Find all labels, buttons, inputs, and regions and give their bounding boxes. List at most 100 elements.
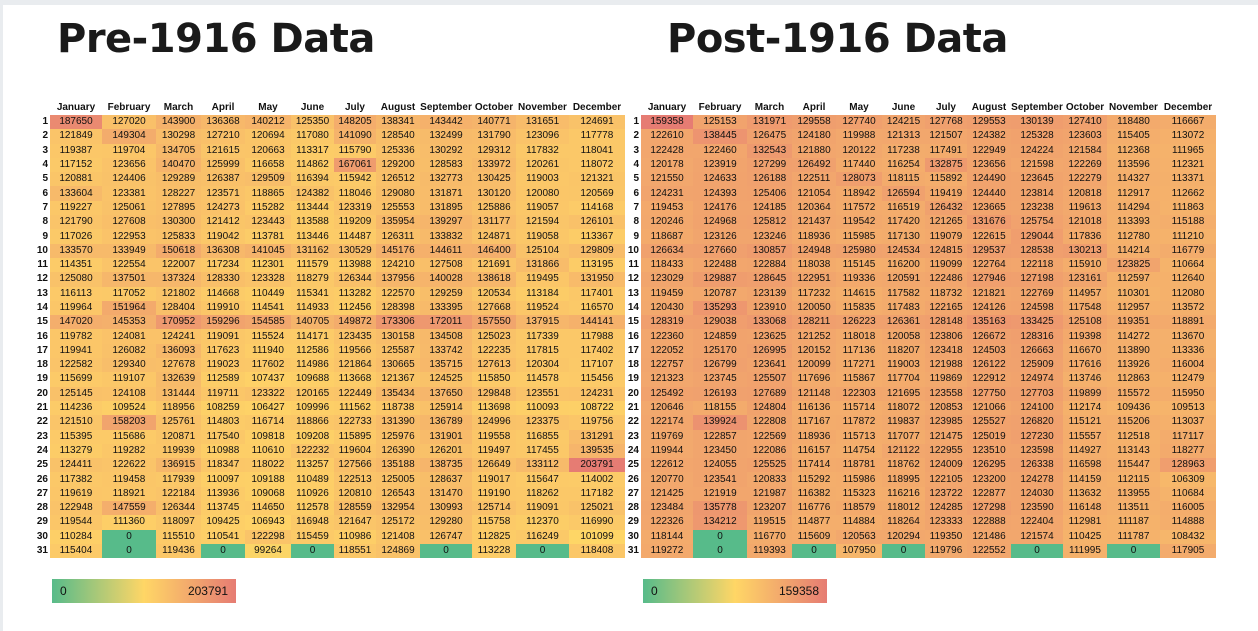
column-header-may: May xyxy=(258,101,278,113)
heatmap-cell: 119544 xyxy=(50,515,102,530)
heatmap-cell: 127198 xyxy=(1011,272,1063,287)
heatmap-cell: 108432 xyxy=(1160,529,1216,544)
heatmap-cell: 125754 xyxy=(1011,215,1063,230)
table-row: 1 187650 127020 143900 136368 140212 125350 148… xyxy=(34,115,625,130)
post-1916-color-legend: 0 159358 xyxy=(643,579,827,603)
heatmap-cell: 119796 xyxy=(925,543,967,559)
heatmap-cell: 114615 xyxy=(836,286,882,301)
table-row: 17 122052 125170 126995 120152 117136 118207 12… xyxy=(625,343,1216,359)
row-label: 23 xyxy=(34,429,50,444)
table-row: 1 159358 125153 131971 129558 127740 124215 127… xyxy=(625,115,1216,130)
heatmap-cell: 120152 xyxy=(792,343,836,359)
heatmap-cell: 121437 xyxy=(792,215,836,230)
heatmap-cell: 119042 xyxy=(201,229,245,244)
heatmap-cell: 159296 xyxy=(201,315,245,330)
heatmap-cell: 138735 xyxy=(420,458,472,473)
heatmap-cell: 126634 xyxy=(641,243,693,258)
heatmap-cell: 137650 xyxy=(420,386,472,401)
heatmap-cell: 119453 xyxy=(641,200,693,216)
heatmap-cell: 135163 xyxy=(967,315,1011,330)
heatmap-cell: 112518 xyxy=(1107,429,1160,444)
heatmap-cell: 109524 xyxy=(102,400,156,416)
row-label: 1 xyxy=(34,115,50,130)
heatmap-cell: 119756 xyxy=(569,415,625,430)
heatmap-cell: 125108 xyxy=(1063,315,1107,330)
heatmap-cell: 118046 xyxy=(334,186,376,201)
heatmap-cell: 118687 xyxy=(641,229,693,244)
heatmap-cell: 111187 xyxy=(1107,515,1160,530)
heatmap-cell: 115405 xyxy=(1107,129,1160,144)
row-label: 18 xyxy=(34,358,50,373)
heatmap-cell: 110610 xyxy=(245,443,291,459)
heatmap-cell: 112863 xyxy=(1107,372,1160,387)
heatmap-cell: 134705 xyxy=(156,143,201,158)
heatmap-cell: 117130 xyxy=(882,229,925,244)
heatmap-cell: 121988 xyxy=(925,358,967,373)
heatmap-cell: 109436 xyxy=(1107,400,1160,416)
heatmap-cell: 118781 xyxy=(836,458,882,473)
heatmap-cell: 147559 xyxy=(102,501,156,516)
heatmap-cell: 123319 xyxy=(334,200,376,216)
heatmap-cell: 136308 xyxy=(201,243,245,258)
heatmap-cell: 125914 xyxy=(420,400,472,416)
heatmap-cell: 119091 xyxy=(201,329,245,344)
heatmap-cell: 131651 xyxy=(516,115,569,130)
heatmap-cell: 129887 xyxy=(693,272,747,287)
heatmap-cell: 113282 xyxy=(334,286,376,301)
heatmap-cell: 118579 xyxy=(836,501,882,516)
heatmap-cell: 115895 xyxy=(334,429,376,444)
heatmap-cell: 122733 xyxy=(334,415,376,430)
heatmap-cell: 117117 xyxy=(1160,429,1216,444)
heatmap-cell: 119704 xyxy=(102,143,156,158)
heatmap-cell: 115699 xyxy=(50,372,102,387)
row-label: 10 xyxy=(625,243,641,258)
heatmap-cell: 119782 xyxy=(50,329,102,344)
heatmap-cell: 117107 xyxy=(569,358,625,373)
heatmap-cell: 125999 xyxy=(201,157,245,173)
table-row: 26 120770 123541 120833 115292 115986 118995 12… xyxy=(625,472,1216,487)
heatmap-cell: 143442 xyxy=(420,115,472,130)
legend-max-label: 203791 xyxy=(187,584,228,598)
heatmap-cell: 112662 xyxy=(1160,186,1216,201)
heatmap-cell: 119869 xyxy=(925,372,967,387)
heatmap-cell: 114957 xyxy=(1063,286,1107,301)
heatmap-cell: 112115 xyxy=(1107,472,1160,487)
heatmap-cell: 121510 xyxy=(50,415,102,430)
heatmap-cell: 131470 xyxy=(420,486,472,502)
heatmap-cell: 124231 xyxy=(641,186,693,201)
heatmap-cell: 125061 xyxy=(102,200,156,216)
heatmap-cell: 122511 xyxy=(792,172,836,187)
heatmap-cell: 115121 xyxy=(1063,415,1107,430)
heatmap-cell: 115459 xyxy=(291,529,334,544)
heatmap-cell: 124382 xyxy=(291,186,334,201)
heatmap-cell: 119393 xyxy=(747,543,792,559)
column-header-august: August xyxy=(380,101,416,113)
heatmap-cell: 110449 xyxy=(245,286,291,301)
heatmap-cell: 131866 xyxy=(516,257,569,273)
heatmap-cell: 116670 xyxy=(1063,343,1107,359)
heatmap-cell: 116770 xyxy=(747,529,792,544)
heatmap-cell: 122360 xyxy=(641,329,693,344)
heatmap-cell: 115986 xyxy=(836,472,882,487)
heatmap-cell: 116779 xyxy=(1160,243,1216,258)
heatmap-cell: 134212 xyxy=(693,515,747,530)
heatmap-cell: 118279 xyxy=(291,272,334,287)
heatmap-cell: 129558 xyxy=(792,115,836,130)
heatmap-cell: 125507 xyxy=(747,372,792,387)
heatmap-cell: 130158 xyxy=(376,329,420,344)
heatmap-cell: 106943 xyxy=(245,515,291,530)
heatmap-cell: 117152 xyxy=(50,157,102,173)
heatmap-cell: 113444 xyxy=(291,200,334,216)
heatmap-cell: 115835 xyxy=(836,300,882,316)
heatmap-cell: 114159 xyxy=(1063,472,1107,487)
heatmap-cell: 115950 xyxy=(1160,386,1216,401)
heatmap-cell: 126122 xyxy=(967,358,1011,373)
heatmap-cell: 172011 xyxy=(420,315,472,330)
heatmap-cell: 118865 xyxy=(245,186,291,201)
heatmap-cell: 123238 xyxy=(1011,200,1063,216)
heatmap-cell: 113936 xyxy=(201,486,245,502)
row-label: 15 xyxy=(34,315,50,330)
heatmap-cell: 111579 xyxy=(291,257,334,273)
heatmap-cell: 120810 xyxy=(334,486,376,502)
heatmap-cell: 116136 xyxy=(792,400,836,416)
